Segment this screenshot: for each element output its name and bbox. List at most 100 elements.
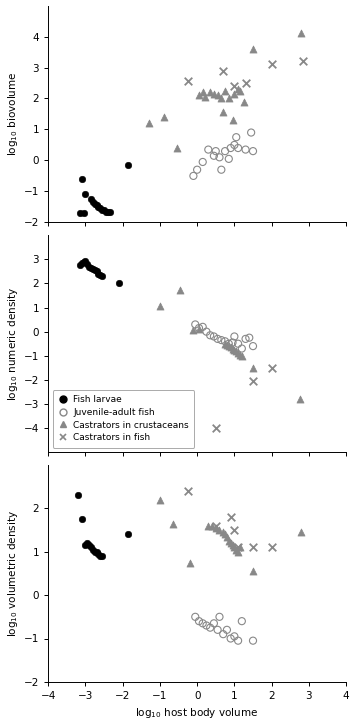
Point (97, 550, 103, 562)
Point (237, 85, 243, 97)
Point (187, 557, 192, 568)
Legend: Fish larvae, Juvenile-adult fish, Castrators in crustaceans, Castrators in fish: Fish larvae, Juvenile-adult fish, Castra… (53, 390, 195, 448)
Point (116, 277, 122, 289)
Point (299, 28, 304, 39)
Point (228, 341, 234, 353)
Point (218, 93, 224, 105)
Point (226, 338, 231, 349)
Point (99, 271, 105, 282)
Point (269, 59, 274, 70)
Point (146, 118, 152, 129)
Point (174, 142, 180, 154)
Point (125, 529, 131, 540)
Point (231, 139, 237, 151)
Point (206, 144, 211, 155)
Point (218, 334, 224, 346)
Point (196, 616, 202, 627)
Point (237, 542, 243, 553)
Point (196, 324, 202, 335)
Point (228, 142, 234, 154)
Point (235, 348, 241, 359)
Point (95, 268, 101, 280)
Point (269, 542, 274, 553)
Point (228, 632, 234, 644)
Point (248, 127, 254, 139)
Point (224, 531, 230, 542)
Point (200, 321, 206, 333)
Point (178, 284, 183, 295)
Point (243, 333, 248, 345)
X-axis label: log$_{10}$ host body volume: log$_{10}$ host body volume (136, 706, 259, 720)
Point (207, 330, 213, 341)
Point (202, 91, 207, 103)
Point (204, 326, 209, 338)
Point (92, 546, 98, 558)
Point (220, 526, 226, 538)
Point (90, 264, 95, 275)
Point (222, 529, 228, 540)
Point (200, 618, 206, 629)
Point (185, 76, 191, 87)
Point (84, 537, 90, 549)
Point (231, 542, 237, 553)
Point (235, 546, 241, 558)
Point (226, 340, 231, 352)
Point (90, 544, 95, 555)
Point (79, 257, 84, 269)
Y-axis label: log$_{10}$ volumetric density: log$_{10}$ volumetric density (6, 510, 20, 637)
Point (86, 261, 92, 272)
Point (209, 520, 215, 531)
Point (211, 618, 217, 629)
Point (215, 624, 220, 636)
Point (235, 83, 241, 95)
Point (194, 164, 200, 176)
Point (250, 340, 256, 352)
Point (228, 537, 234, 549)
Point (95, 548, 101, 560)
Point (99, 204, 105, 216)
Point (77, 260, 83, 272)
Point (79, 174, 84, 185)
Point (299, 526, 304, 538)
Point (81, 256, 86, 268)
Point (125, 159, 131, 171)
Point (99, 550, 105, 562)
Point (196, 322, 202, 334)
Point (243, 77, 248, 89)
Point (220, 65, 226, 76)
Point (231, 344, 237, 356)
Point (300, 55, 306, 67)
Point (101, 204, 107, 216)
Point (88, 262, 94, 274)
Point (222, 145, 228, 157)
Point (231, 630, 237, 642)
Point (97, 269, 103, 281)
Point (88, 542, 94, 553)
Point (81, 207, 86, 219)
Point (103, 205, 109, 217)
Point (192, 319, 198, 330)
Point (230, 343, 235, 354)
Point (250, 43, 256, 54)
Point (250, 362, 256, 374)
Point (192, 611, 198, 623)
Point (233, 345, 239, 356)
Point (239, 343, 245, 354)
Point (231, 524, 237, 536)
Point (215, 333, 220, 345)
Point (233, 544, 239, 555)
Point (196, 89, 202, 101)
Point (213, 520, 219, 531)
Point (228, 511, 234, 523)
Point (157, 301, 163, 312)
Point (92, 264, 98, 276)
Point (297, 393, 302, 405)
Point (235, 635, 241, 646)
Point (235, 542, 241, 553)
Point (213, 423, 219, 434)
Point (86, 539, 92, 551)
Point (107, 205, 113, 217)
Point (220, 107, 226, 118)
Point (88, 193, 94, 205)
Point (94, 546, 99, 558)
